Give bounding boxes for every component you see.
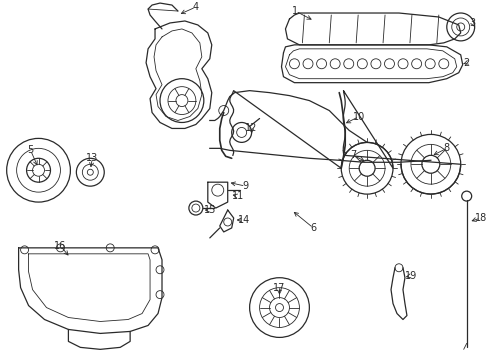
Text: 19: 19 — [404, 271, 416, 281]
Text: 7: 7 — [349, 150, 356, 160]
Text: 3: 3 — [468, 18, 475, 28]
Text: 18: 18 — [473, 213, 486, 223]
Text: 6: 6 — [310, 223, 316, 233]
Text: 9: 9 — [242, 181, 248, 191]
Text: 11: 11 — [231, 191, 244, 201]
Text: 8: 8 — [443, 143, 449, 153]
Text: 16: 16 — [54, 241, 66, 251]
Text: 14: 14 — [237, 215, 249, 225]
Text: 5: 5 — [27, 145, 34, 155]
Text: 15: 15 — [203, 205, 216, 215]
Text: 4: 4 — [192, 2, 199, 12]
Text: 17: 17 — [273, 283, 285, 293]
Text: 13: 13 — [86, 153, 98, 163]
Text: 12: 12 — [245, 123, 257, 134]
Text: 10: 10 — [352, 112, 365, 122]
Text: 2: 2 — [463, 58, 469, 68]
Text: 1: 1 — [292, 6, 298, 16]
